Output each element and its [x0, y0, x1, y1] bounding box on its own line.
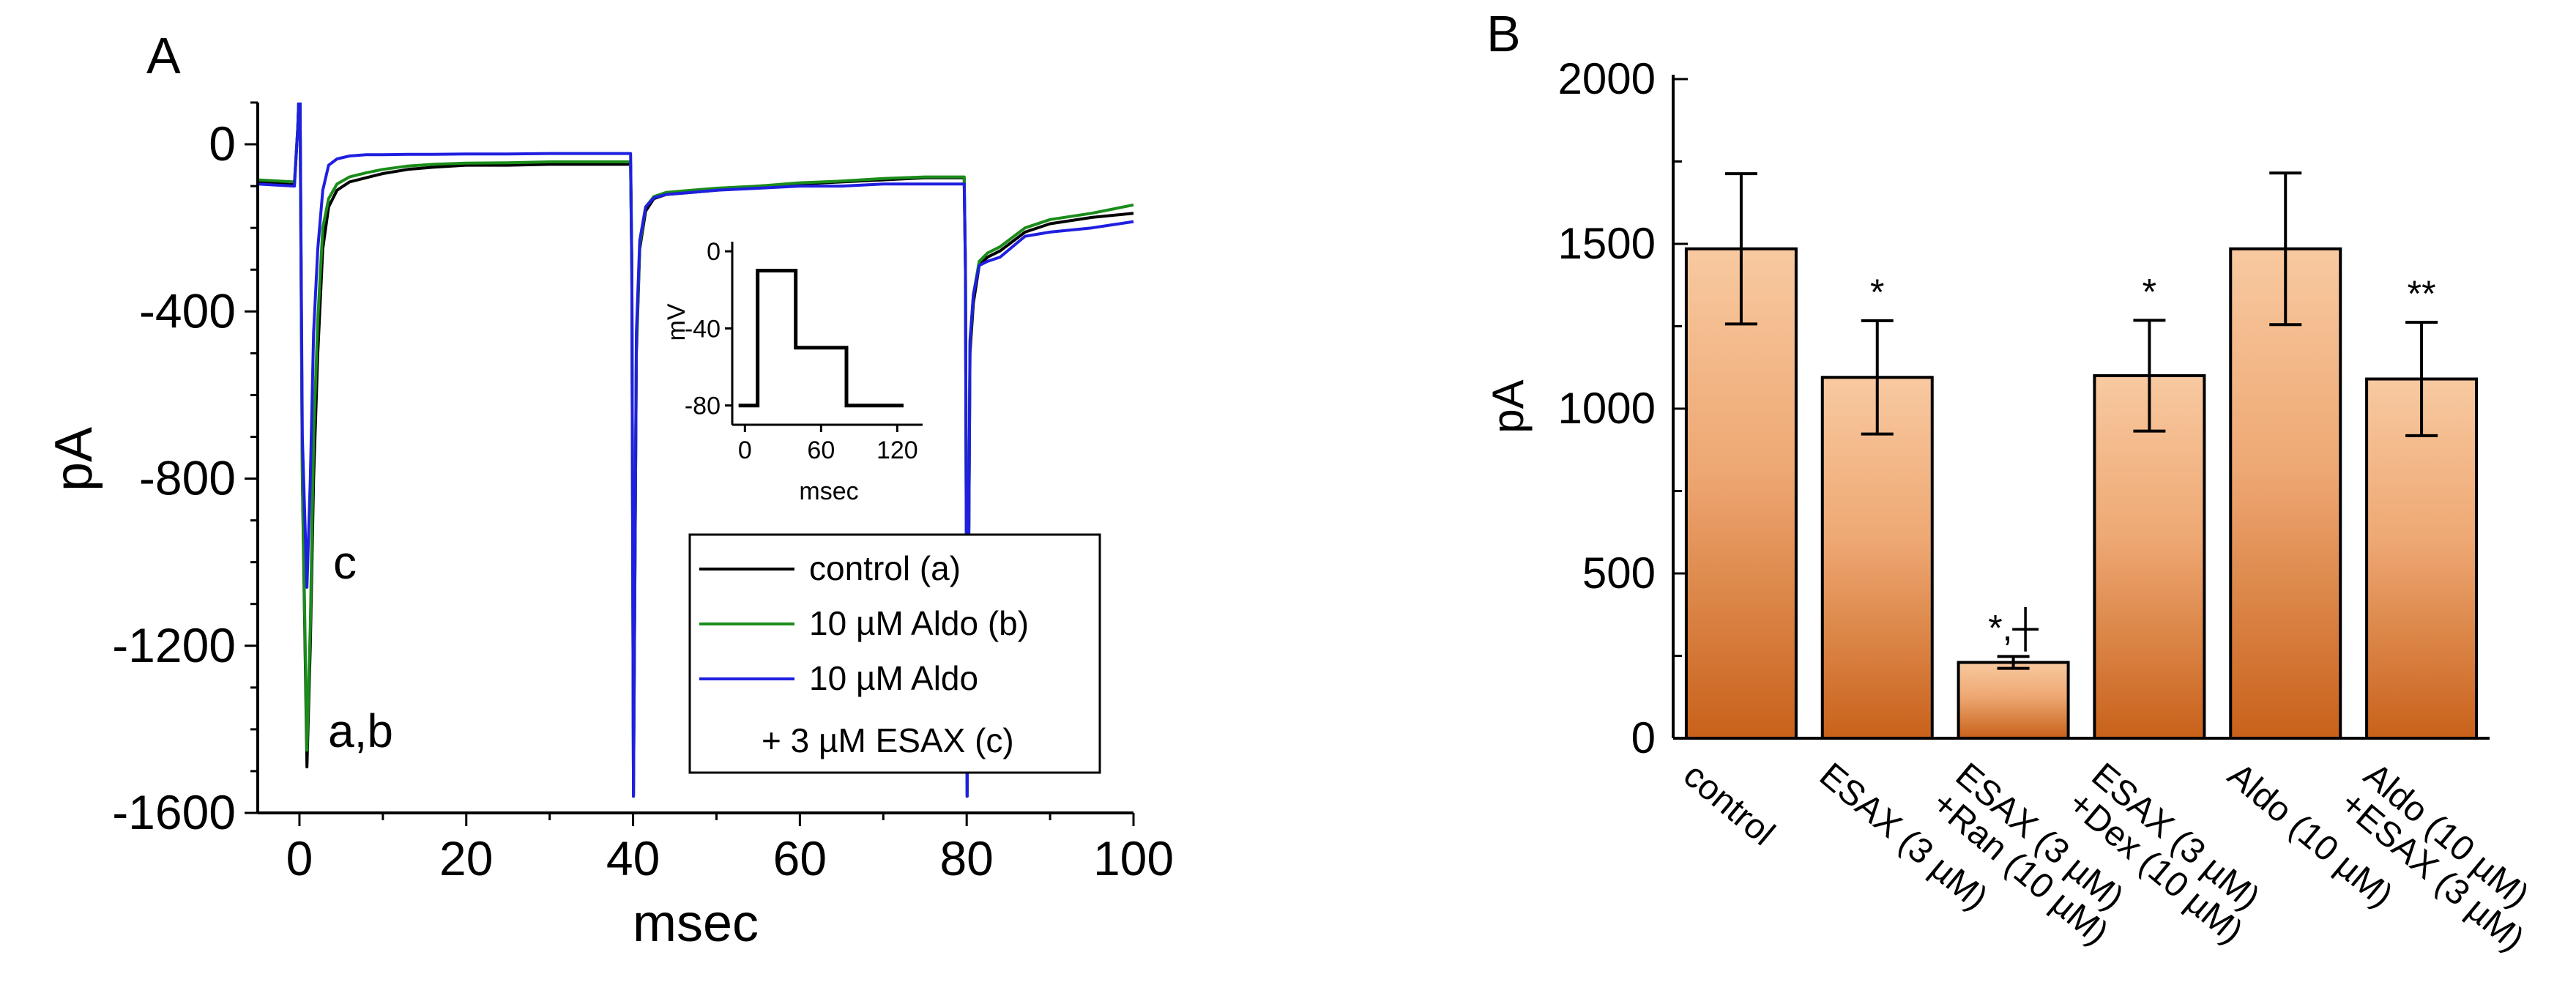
panel-a-label: A — [146, 27, 181, 84]
inset-x-tick-label: 60 — [807, 436, 835, 464]
legend-box — [688, 533, 1101, 774]
panel-b-y-tick-label: 2000 — [1558, 54, 1656, 103]
panel-a-y-axis-label: pA — [45, 427, 103, 491]
legend-label-aldo-esax-2: + 3 µM ESAX (c) — [762, 721, 1014, 759]
panel-b-y-tick-label: 1000 — [1558, 384, 1656, 433]
bar-1 — [1820, 376, 1934, 740]
bar-3 — [2093, 374, 2206, 740]
legend: control (a) 10 µM Aldo (b) 10 µM Aldo + … — [688, 533, 1101, 774]
panel-a-x-tick-label: 20 — [439, 831, 493, 885]
inset-voltage-protocol: 0 -40 -80 0 60 120 mV msec — [663, 238, 923, 505]
panel-a-x-tick-label: 60 — [773, 831, 827, 885]
panel-a-x-tick-label: 80 — [939, 831, 993, 885]
legend-label-control: control (a) — [809, 549, 961, 587]
bar-5 — [2365, 377, 2479, 740]
annotation-c: c — [333, 536, 357, 589]
category-label-line1: control — [1676, 756, 1782, 853]
inset-x-axis-label: msec — [799, 477, 858, 505]
legend-label-aldo-esax-1: 10 µM Aldo — [809, 659, 978, 697]
panel-a-y-tick-label: -800 — [139, 451, 236, 505]
panel-a-x-tick-label: 100 — [1093, 831, 1174, 885]
panel-a-y-tick-label: -1200 — [112, 618, 236, 672]
significance-label-2: *,┼ — [1988, 606, 2039, 652]
panel-b-y-axis-label: pA — [1484, 379, 1533, 433]
annotation-a-b: a,b — [328, 705, 393, 757]
panel-b-label: B — [1486, 5, 1521, 62]
inset-y-tick-label: -40 — [685, 315, 721, 343]
panel-a-x-tick-label: 40 — [606, 831, 660, 885]
panel-b-bar-chart: **,┼* ** control ESAX (3 µM)ESAX (3 µM)+Ra… — [1484, 54, 2536, 959]
trace-line-2 — [257, 103, 1134, 798]
category-label-0: control — [1676, 756, 1782, 853]
panel-a-x-tick-label: 0 — [286, 831, 313, 885]
panel-b-y-tick-label: 0 — [1631, 713, 1656, 762]
inset-y-tick-label: -80 — [685, 393, 721, 420]
significance-label-5: ** — [2408, 273, 2436, 314]
panel-a-y-tick-label: 0 — [209, 116, 236, 171]
inset-y-axis-label: mV — [663, 303, 690, 341]
inset-y-tick-label: 0 — [707, 238, 721, 266]
panel-b-y-tick-label: 1500 — [1558, 219, 1656, 268]
legend-label-aldo: 10 µM Aldo (b) — [809, 604, 1029, 642]
inset-x-tick-label: 120 — [876, 436, 918, 464]
panel-a-x-axis-label: msec — [633, 894, 759, 953]
inset-protocol-line — [738, 269, 904, 408]
panel-b-y-tick-label: 500 — [1582, 549, 1656, 598]
bar-4 — [2229, 247, 2342, 740]
inset-x-tick-label: 0 — [738, 436, 752, 464]
bar-2 — [1957, 661, 2070, 740]
significance-label-3: * — [2143, 271, 2156, 312]
significance-label-1: * — [1870, 272, 1884, 313]
panel-a-y-tick-label: -400 — [139, 283, 236, 338]
panel-a-y-tick-label: -1600 — [112, 785, 236, 839]
